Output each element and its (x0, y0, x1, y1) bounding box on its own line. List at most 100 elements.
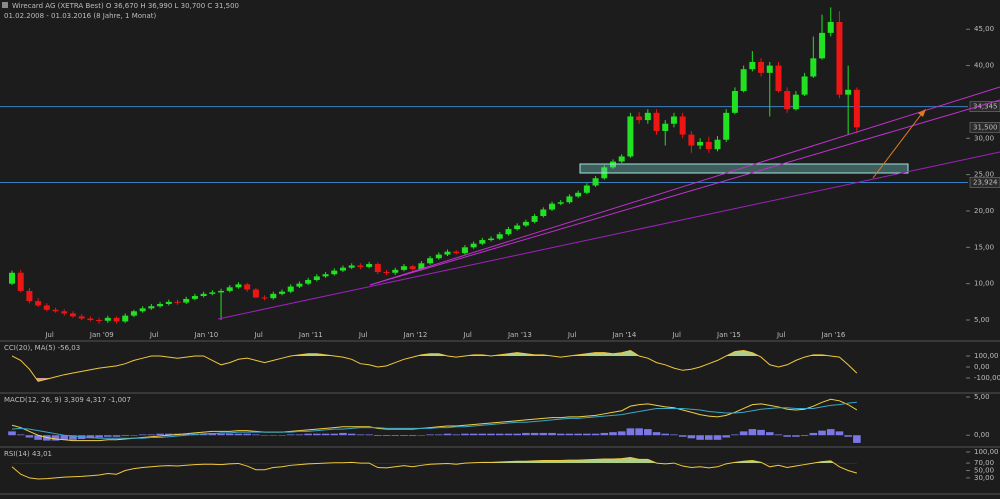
candle-body (87, 318, 94, 321)
candle-body (453, 251, 460, 254)
candle-body (157, 304, 164, 307)
histogram-bar (818, 430, 826, 436)
candle-body (697, 141, 704, 146)
candle-body (392, 269, 399, 273)
candle-body (113, 317, 120, 322)
candle-body (148, 306, 155, 309)
x-tick-label: Jul (671, 331, 681, 339)
histogram-bar (713, 435, 722, 440)
candle-body (549, 203, 556, 210)
histogram-bar (696, 435, 704, 440)
candle-body (731, 91, 738, 113)
last-price-label: 31,500 (973, 123, 998, 131)
histogram-bar (835, 431, 844, 436)
x-tick-label: Jan '16 (821, 331, 846, 339)
trend-line (369, 99, 1000, 286)
histogram-bar (121, 435, 130, 436)
histogram-bar (295, 434, 304, 436)
candle-body (235, 284, 242, 288)
histogram-bar (347, 433, 356, 436)
histogram-bar (644, 429, 652, 436)
histogram-bar (609, 432, 617, 436)
candle-body (139, 308, 146, 312)
y-tick-label: 30,00 (974, 134, 994, 142)
trend-line (369, 86, 1000, 286)
x-tick-label: Jul (44, 331, 54, 339)
candle-body (479, 240, 486, 244)
y-tick-label: 70,00 (974, 459, 994, 467)
histogram-bar (652, 432, 661, 436)
candle-body (801, 76, 808, 95)
histogram-bar (130, 435, 138, 436)
candle-body (557, 202, 564, 204)
histogram-bar (374, 435, 382, 436)
candle-body (252, 289, 259, 298)
histogram-bar (269, 435, 278, 436)
x-tick-label: Jul (462, 331, 472, 339)
candle-body (540, 209, 547, 217)
candle-body (305, 280, 312, 284)
indicator-line (11, 398, 858, 442)
candle-body (174, 301, 181, 303)
histogram-bar (783, 435, 791, 437)
indicator-line (11, 401, 857, 439)
candle-body (688, 134, 695, 146)
indicator-title: CCI(20), MA(5) -56,03 (4, 344, 80, 352)
histogram-bar (104, 435, 112, 437)
histogram-bar (225, 433, 234, 436)
histogram-bar (635, 428, 643, 436)
candle-body (348, 265, 355, 268)
candle-body (383, 272, 390, 274)
x-tick-label: Jul (149, 331, 159, 339)
candle-body (575, 192, 582, 197)
candle-body (296, 283, 303, 287)
y-tick-label: 5,00 (974, 393, 990, 401)
histogram-bar (556, 433, 565, 436)
candle-body (819, 32, 826, 59)
candle-body (792, 94, 799, 110)
y-tick-label: 0,00 (974, 431, 990, 439)
histogram-bar (522, 432, 530, 436)
candle-body (749, 61, 756, 70)
candle-body (69, 313, 76, 317)
candle-body (827, 21, 834, 33)
histogram-bar (69, 435, 77, 440)
candle-body (470, 243, 477, 248)
price-label-box (969, 177, 1000, 188)
arrow-head (918, 109, 926, 117)
candle-body (122, 315, 129, 322)
histogram-bar (617, 431, 626, 436)
price-label-box (969, 122, 1000, 133)
x-tick-label: Jan '11 (298, 331, 323, 339)
histogram-bar (34, 435, 42, 440)
candle-body (522, 221, 529, 226)
x-tick-label: Jan '10 (193, 331, 218, 339)
candle-body (400, 266, 407, 270)
trend-line (217, 151, 1000, 320)
arrow (872, 111, 924, 179)
area-fill (12, 457, 857, 464)
indicator-line (11, 457, 858, 480)
histogram-bar (678, 435, 687, 437)
candle-body (461, 247, 468, 254)
histogram-bar (95, 435, 103, 438)
histogram-bar (513, 433, 521, 436)
histogram-bar (434, 434, 443, 436)
candle-body (505, 229, 512, 235)
x-tick-label: Jul (776, 331, 786, 339)
y-tick-label: -100,00 (974, 374, 1000, 382)
support-zone (579, 163, 909, 174)
histogram-bar (800, 435, 809, 436)
histogram-bar (600, 432, 609, 436)
candle-body (845, 89, 852, 95)
histogram-bar (243, 433, 251, 436)
candle-body (279, 291, 286, 294)
y-tick-label: 45,00 (974, 25, 994, 33)
candle-body (679, 116, 686, 135)
candle-body (226, 287, 233, 291)
histogram-bar (60, 435, 69, 440)
histogram-bar (478, 433, 487, 436)
chart-title: Wirecard AG (XETRA Best) O 36,670 H 36,9… (12, 2, 239, 10)
candle-body (758, 61, 765, 73)
